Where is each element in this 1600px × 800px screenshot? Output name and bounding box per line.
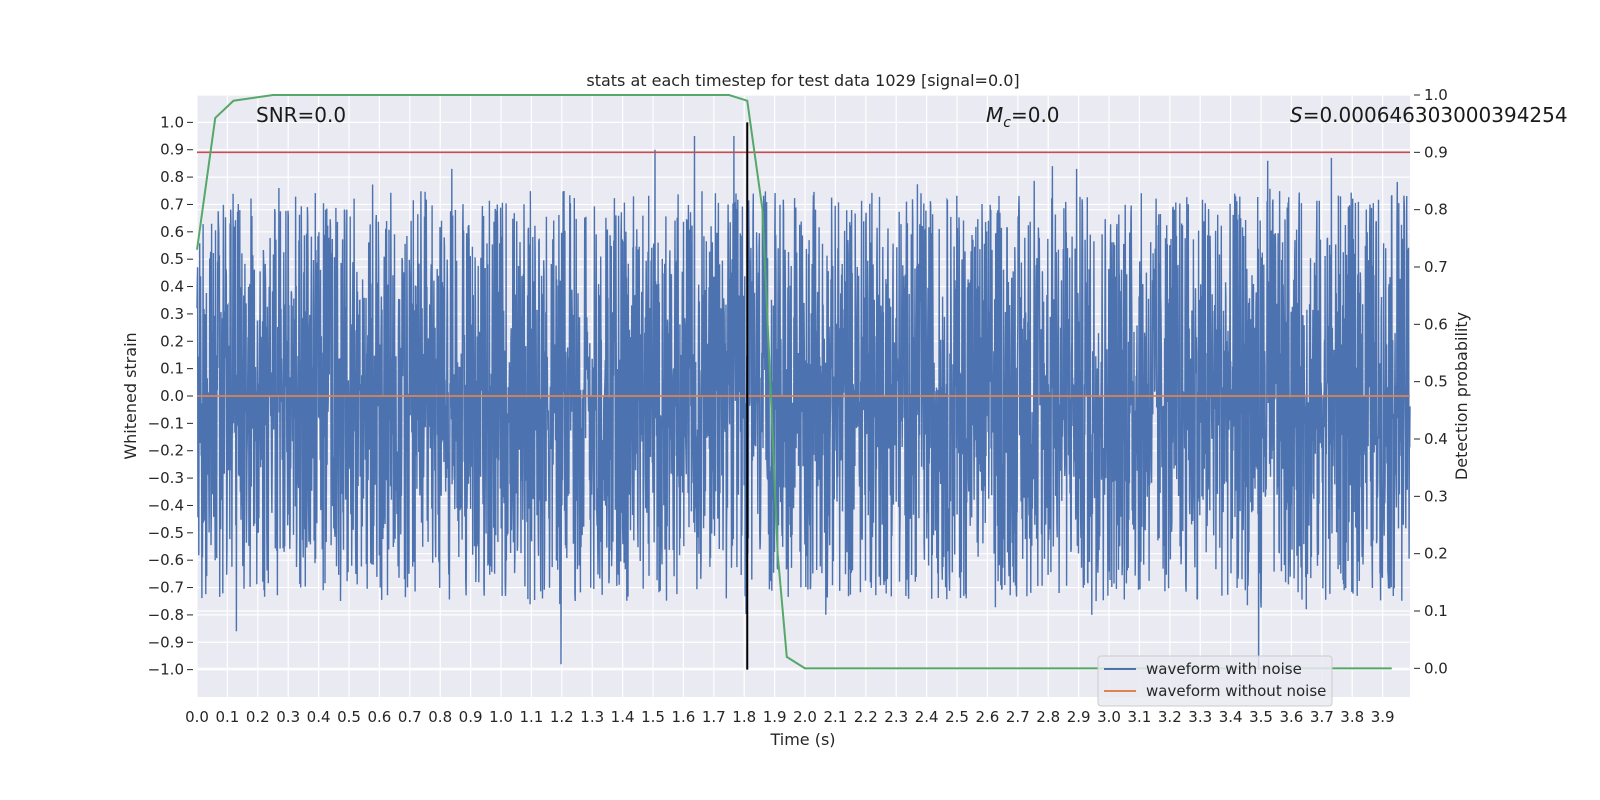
x-tick-label: 2.1 [823,708,847,726]
x-tick-label: 2.3 [884,708,908,726]
x-tick-label: 2.6 [975,708,999,726]
y-tick-label: 0.1 [160,360,184,378]
y-tick-label: 0.0 [160,387,184,405]
x-tick-label: 1.5 [641,708,665,726]
x-tick-label: 1.1 [519,708,543,726]
x-tick-label: 0.4 [307,708,331,726]
y-tick-label: −0.9 [148,633,184,651]
s-symbol: S [1290,103,1303,127]
x-tick-label: 2.8 [1036,708,1060,726]
y2-tick-label: 0.4 [1424,430,1448,448]
x-axis-ticks: 0.0 0.1 0.2 0.3 0.4 0.5 0.6 0.7 0.8 0.9 1.0 1.1 1.2 1… [185,708,1394,726]
x-tick-label: 3.8 [1340,708,1364,726]
x-tick-label: 2.2 [854,708,878,726]
x-tick-label: 2.0 [793,708,817,726]
y2-tick-label: 0.6 [1424,315,1448,333]
x-tick-label: 0.7 [398,708,422,726]
y2-tick-label: 0.9 [1424,143,1448,161]
mc-symbol: M [986,103,1003,127]
y-axis-label: Whitened strain [121,332,140,459]
x-tick-label: 0.2 [246,708,270,726]
y2-axis-ticks: 1.0 0.9 0.8 0.7 0.6 0.5 0.4 0.3 0.2 0.1 0.0 [1414,86,1448,677]
y2-tick-label: 0.5 [1424,373,1448,391]
s-annotation: S=0.000646303000394254 [1290,103,1568,127]
x-tick-label: 3.0 [1097,708,1121,726]
x-tick-label: 1.8 [732,708,756,726]
y2-tick-label: 0.3 [1424,487,1448,505]
x-tick-label: 3.5 [1249,708,1273,726]
x-tick-label: 3.1 [1128,708,1152,726]
y2-tick-label: 0.0 [1424,659,1448,677]
x-tick-label: 1.2 [550,708,574,726]
y-tick-label: 0.5 [160,250,184,268]
x-tick-label: 2.5 [945,708,969,726]
x-tick-label: 1.0 [489,708,513,726]
y-tick-label: −0.1 [148,414,184,432]
x-axis-label: Time (s) [769,730,835,749]
y-tick-label: 0.2 [160,332,184,350]
series-waveform-with-noise [196,135,1411,670]
mc-annotation: Mc=0.0 [986,103,1060,131]
x-tick-label: 1.3 [580,708,604,726]
legend-box [1097,655,1333,707]
x-tick-label: 0.3 [276,708,300,726]
y-tick-label: 0.7 [160,195,184,213]
x-tick-label: 3.3 [1188,708,1212,726]
y-tick-label: −0.5 [148,524,184,542]
y2-tick-label: 0.1 [1424,602,1448,620]
y2-tick-label: 1.0 [1424,86,1448,104]
x-tick-label: 3.6 [1280,708,1304,726]
y-tick-label: 0.6 [160,223,184,241]
y-tick-label: −0.3 [148,469,184,487]
mc-value: =0.0 [1011,103,1060,127]
snr-annotation: SNR=0.0 [256,103,346,127]
y-tick-label: −0.7 [148,579,184,597]
y-axis-ticks: 1.0 0.9 0.8 0.7 0.6 0.5 0.4 0.3 0.2 0.1 0.0 −0.1 −0.… [148,113,193,679]
noise-waveform-line [196,135,1411,670]
legend-label-waveform-with-noise: waveform with noise [1146,660,1302,678]
probability-line [196,94,1392,670]
x-tick-label: 3.9 [1371,708,1395,726]
mc-subscript: c [1003,115,1011,131]
x-tick-label: 0.9 [459,708,483,726]
y-tick-label: −0.6 [148,551,184,569]
y-tick-label: −0.8 [148,606,184,624]
series-detection-probability [196,94,1392,670]
y2-axis-label: Detection probability [1452,312,1471,480]
y2-tick-label: 0.2 [1424,545,1448,563]
y2-tick-label: 0.8 [1424,201,1448,219]
y-tick-label: −0.4 [148,496,184,514]
x-tick-label: 0.5 [337,708,361,726]
x-tick-label: 1.9 [763,708,787,726]
x-tick-label: 2.7 [1006,708,1030,726]
x-tick-label: 2.9 [1067,708,1091,726]
y2-tick-label: 0.7 [1424,258,1448,276]
x-tick-label: 3.2 [1158,708,1182,726]
s-value: =0.000646303000394254 [1303,103,1568,127]
x-tick-label: 0.1 [215,708,239,726]
x-tick-label: 2.4 [915,708,939,726]
x-tick-label: 1.6 [671,708,695,726]
y-tick-label: 0.3 [160,305,184,323]
legend-label-waveform-without-noise: waveform without noise [1146,682,1326,700]
x-tick-label: 3.4 [1219,708,1243,726]
x-tick-label: 0.6 [367,708,391,726]
x-tick-label: 3.7 [1310,708,1334,726]
chart-title: stats at each timestep for test data 102… [586,71,1019,90]
y-tick-label: −0.2 [148,442,184,460]
y-tick-label: −1.0 [148,661,184,679]
x-tick-label: 1.4 [611,708,635,726]
y-tick-label: 0.4 [160,278,184,296]
legend: waveform with noise waveform without noi… [1097,655,1333,707]
y-tick-label: 0.8 [160,168,184,186]
y-tick-label: 1.0 [160,113,184,131]
x-tick-label: 1.7 [702,708,726,726]
x-tick-label: 0.8 [428,708,452,726]
y-tick-label: 0.9 [160,141,184,159]
x-tick-label: 0.0 [185,708,209,726]
